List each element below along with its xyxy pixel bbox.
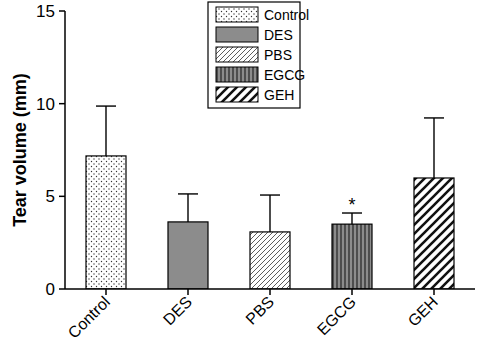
x-tick bbox=[433, 289, 435, 295]
legend-swatch bbox=[216, 27, 258, 42]
x-tick-label: EGCG bbox=[314, 293, 359, 338]
error-line bbox=[433, 118, 434, 178]
x-tick-label: DES bbox=[160, 293, 195, 328]
error-bar bbox=[260, 195, 280, 232]
error-line bbox=[269, 195, 270, 232]
bar-fill bbox=[86, 156, 126, 289]
error-cap bbox=[424, 117, 444, 118]
error-line bbox=[105, 106, 106, 156]
bar bbox=[168, 222, 208, 289]
x-tick-label: PBS bbox=[242, 293, 277, 328]
bar-fill bbox=[168, 222, 208, 289]
bar bbox=[250, 232, 290, 289]
y-tick bbox=[59, 288, 65, 290]
legend-swatch bbox=[216, 7, 258, 22]
x-tick bbox=[187, 289, 189, 295]
x-tick bbox=[351, 289, 353, 295]
y-tick bbox=[59, 10, 65, 12]
legend-swatch bbox=[216, 27, 258, 42]
error-bar bbox=[424, 118, 444, 178]
y-tick-label: 0 bbox=[46, 280, 55, 299]
bars bbox=[86, 106, 454, 289]
y-tick-label: 10 bbox=[36, 95, 55, 114]
legend-label: DES bbox=[264, 27, 293, 43]
y-tick-label: 5 bbox=[46, 187, 55, 206]
bar-fill bbox=[250, 232, 290, 289]
x-tick-label: Control bbox=[65, 293, 113, 341]
error-line bbox=[187, 194, 188, 222]
chart-root: 0 5 10 15 Tear volume (mm) Control DES PBS EGCG G… bbox=[0, 0, 500, 362]
error-bar bbox=[178, 194, 198, 222]
bar bbox=[86, 156, 126, 289]
error-cap bbox=[260, 194, 280, 195]
legend-swatch bbox=[216, 87, 258, 102]
legend: Control DES PBS EGCG GEH bbox=[208, 2, 309, 108]
annotation: * bbox=[348, 195, 355, 215]
legend-swatch bbox=[216, 47, 258, 62]
error-cap bbox=[178, 193, 198, 194]
legend-label: PBS bbox=[264, 47, 292, 63]
x-tick bbox=[105, 289, 107, 295]
legend-swatch bbox=[216, 7, 258, 22]
y-tick-label: 15 bbox=[36, 2, 55, 21]
legend-swatch bbox=[216, 67, 258, 82]
legend-swatch bbox=[216, 47, 258, 62]
legend-label: EGCG bbox=[264, 67, 305, 83]
legend-label: Control bbox=[264, 7, 309, 23]
legend-swatch bbox=[216, 87, 258, 102]
bar bbox=[414, 178, 454, 289]
error-bar bbox=[96, 106, 116, 156]
x-tick bbox=[269, 289, 271, 295]
bar bbox=[332, 224, 372, 289]
y-tick bbox=[59, 103, 65, 105]
x-tick-label: GEH bbox=[405, 293, 442, 330]
y-tick bbox=[59, 196, 65, 198]
y-axis-label: Tear volume (mm) bbox=[10, 73, 30, 227]
error-cap bbox=[96, 105, 116, 106]
bar-fill bbox=[332, 224, 372, 289]
legend-swatch bbox=[216, 67, 258, 82]
bar-fill bbox=[414, 178, 454, 289]
chart-svg: 0 5 10 15 Tear volume (mm) Control DES PBS EGCG G… bbox=[0, 0, 500, 362]
y-axis bbox=[64, 11, 66, 289]
legend-label: GEH bbox=[264, 87, 294, 103]
